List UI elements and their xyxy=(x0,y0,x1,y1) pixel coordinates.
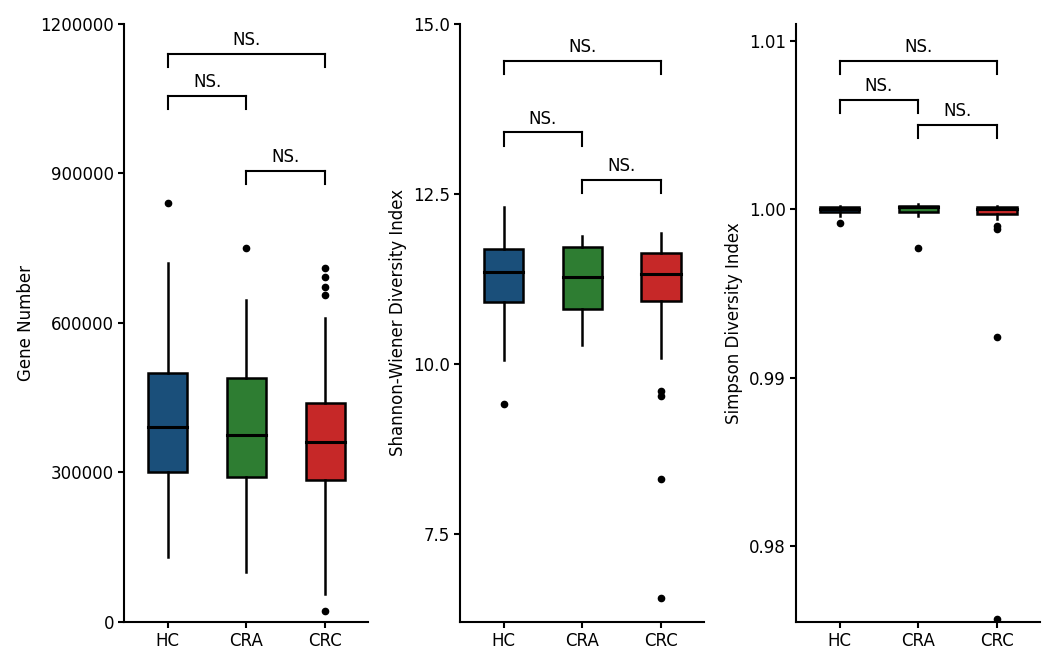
Text: NS.: NS. xyxy=(865,77,893,95)
Text: NS.: NS. xyxy=(944,102,971,120)
Text: NS.: NS. xyxy=(193,73,221,91)
Bar xyxy=(148,373,187,472)
Text: NS.: NS. xyxy=(608,157,636,175)
Bar xyxy=(227,378,266,478)
Bar xyxy=(978,207,1017,214)
Text: NS.: NS. xyxy=(904,38,932,56)
Bar xyxy=(642,253,681,301)
Y-axis label: Simpson Diversity Index: Simpson Diversity Index xyxy=(725,222,743,424)
Y-axis label: Shannon-Wiener Diversity Index: Shannon-Wiener Diversity Index xyxy=(389,189,407,456)
Bar xyxy=(898,205,938,212)
Bar xyxy=(305,403,345,480)
Bar xyxy=(820,207,859,212)
Text: NS.: NS. xyxy=(233,31,261,49)
Text: NS.: NS. xyxy=(272,148,300,166)
Bar xyxy=(562,247,602,309)
Bar xyxy=(484,249,523,302)
Text: NS.: NS. xyxy=(569,38,596,56)
Text: NS.: NS. xyxy=(528,109,557,127)
Y-axis label: Gene Number: Gene Number xyxy=(17,265,35,381)
